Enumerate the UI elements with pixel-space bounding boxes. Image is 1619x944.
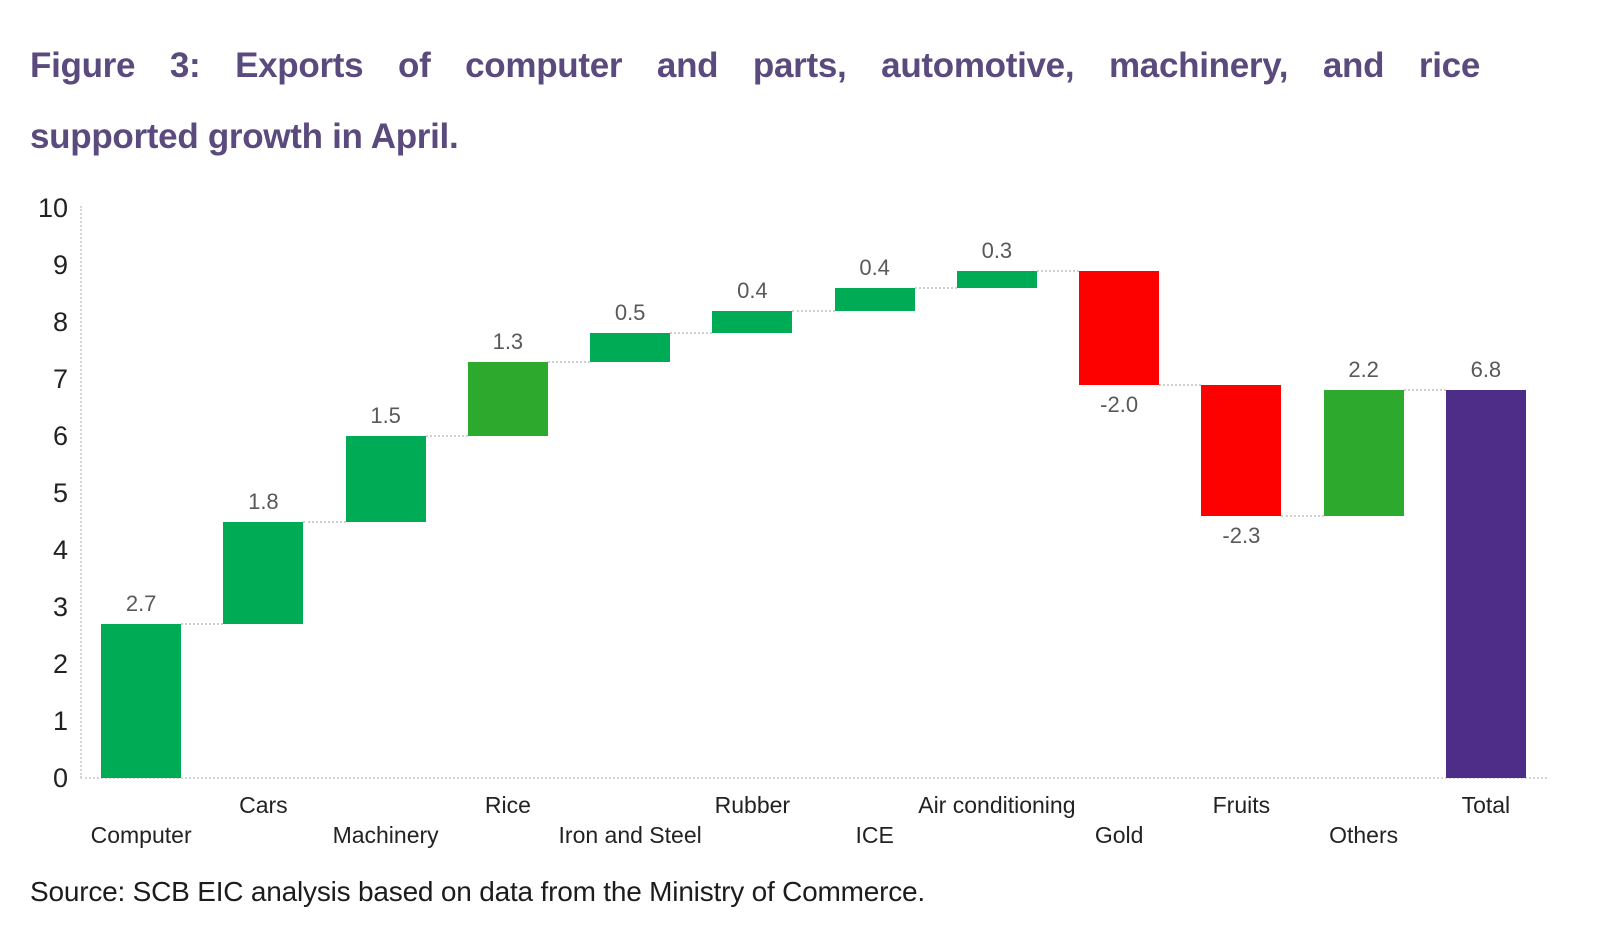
bar-value-label: 0.3 [981,237,1013,263]
bar-value-label: -2.3 [1222,522,1261,548]
waterfall-connector [914,286,957,289]
waterfall-bar [345,436,426,522]
x-axis-label: Machinery [332,822,439,848]
waterfall-bar [1323,390,1404,516]
y-axis-tick-label: 1 [52,706,68,736]
y-axis-tick-label: 5 [52,478,68,508]
y-axis-tick-label: 2 [52,649,68,679]
y-axis-line [80,206,82,778]
bar-value-label: 1.5 [370,403,401,428]
bar-value-label: -2.0 [1100,391,1139,417]
x-axis-label: Computer [90,822,192,848]
y-axis-tick-label: 6 [52,421,68,451]
waterfall-bar [1445,390,1526,778]
bar-value-label: 2.7 [125,591,157,617]
waterfall-connector [425,435,468,437]
x-axis-baseline [80,777,1547,779]
waterfall-bar [712,310,793,334]
y-axis-tick-label: 10 [37,193,68,223]
y-axis-tick-label: 7 [52,364,68,394]
waterfall-bar [1201,384,1282,516]
x-axis-label: Rubber [714,792,791,818]
waterfall-bar [467,361,548,436]
x-axis-label: ICE [855,822,894,848]
bar-value-label: 0.5 [614,300,646,326]
waterfall-connector [181,623,224,626]
waterfall-connector [1036,269,1080,272]
y-axis-tick-label: 0 [52,763,68,793]
waterfall-bar [956,270,1037,288]
source-note: Source: SCB EIC analysis based on data f… [30,876,926,907]
y-axis-tick-label: 4 [52,535,68,565]
bar-value-label: 6.8 [1470,357,1502,383]
waterfall-connector [670,332,713,335]
waterfall-connector [1281,514,1324,517]
bar-value-label: 0.4 [737,277,768,303]
figure-title-line1: Figure 3: Exports of computer and parts,… [30,46,1480,85]
y-axis-tick-label: 8 [52,307,68,337]
waterfall-bar [590,333,671,362]
waterfall-connector [303,520,346,523]
x-axis-label: Rice [484,792,531,818]
y-axis-tick-label: 9 [52,250,68,280]
x-axis-label: Total [1461,792,1511,818]
x-axis-label: Cars [239,792,288,818]
bar-value-label: 2.2 [1348,357,1379,383]
x-axis-label: Others [1329,822,1399,848]
x-axis-label: Fruits [1212,792,1271,818]
waterfall-bar [834,287,915,311]
waterfall-connector [1159,383,1202,386]
waterfall-connector [547,360,591,363]
x-axis-label: Iron and Steel [558,822,702,848]
bar-value-label: 0.4 [859,254,890,280]
bar-value-label: 1.3 [492,328,524,354]
x-axis-label: Gold [1094,822,1144,848]
x-axis-label: Air conditioning [918,792,1076,818]
waterfall-connector [792,309,835,312]
waterfall-bar [223,521,304,625]
y-axis-tick-label: 3 [52,592,68,622]
waterfall-connector [1403,389,1446,392]
waterfall-bar [101,624,182,778]
bar-value-label: 1.8 [248,488,279,514]
figure-title: Figure 3: Exports of computer and parts,… [30,30,1480,172]
waterfall-bar [1079,270,1160,385]
figure-title-line2: supported growth in April. [30,117,459,156]
